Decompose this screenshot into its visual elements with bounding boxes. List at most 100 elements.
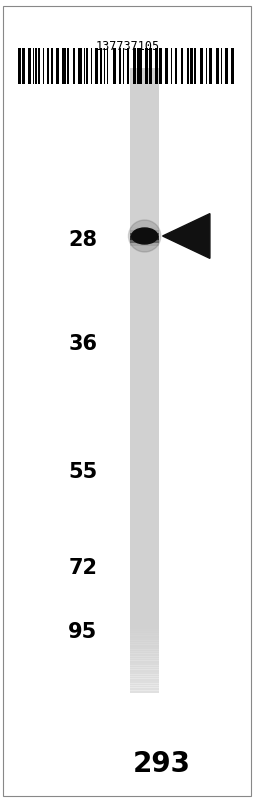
Bar bbox=[130, 617, 159, 621]
Bar bbox=[68, 48, 69, 84]
Bar bbox=[130, 311, 159, 315]
Bar bbox=[225, 48, 228, 84]
Bar bbox=[130, 286, 159, 290]
Bar bbox=[130, 296, 159, 300]
Bar bbox=[130, 589, 159, 593]
Bar bbox=[137, 48, 142, 84]
Bar bbox=[130, 214, 159, 218]
Bar bbox=[130, 365, 159, 368]
Bar bbox=[130, 224, 159, 228]
Bar bbox=[28, 48, 31, 84]
Bar bbox=[130, 277, 159, 281]
Bar bbox=[47, 48, 49, 84]
Bar bbox=[130, 358, 159, 362]
Bar bbox=[130, 511, 159, 515]
Bar bbox=[130, 109, 159, 113]
Bar bbox=[175, 48, 177, 84]
Bar bbox=[130, 542, 159, 546]
Bar bbox=[130, 554, 159, 558]
Bar bbox=[209, 48, 212, 84]
Bar bbox=[130, 321, 159, 325]
Bar bbox=[130, 533, 159, 537]
Bar bbox=[130, 124, 159, 128]
Bar bbox=[130, 436, 159, 440]
Bar bbox=[130, 202, 159, 206]
Text: 72: 72 bbox=[68, 558, 97, 578]
Bar bbox=[130, 402, 159, 406]
Bar bbox=[130, 314, 159, 318]
Bar bbox=[130, 140, 159, 144]
Bar bbox=[130, 678, 159, 682]
Bar bbox=[130, 614, 159, 618]
Bar bbox=[130, 490, 159, 493]
Bar bbox=[130, 130, 159, 134]
Bar bbox=[130, 183, 159, 187]
Bar bbox=[130, 645, 159, 647]
Bar bbox=[130, 418, 159, 422]
Bar bbox=[130, 102, 159, 106]
Bar bbox=[130, 336, 159, 340]
Bar bbox=[130, 390, 159, 394]
Bar bbox=[130, 662, 159, 666]
Bar bbox=[130, 162, 159, 166]
Bar bbox=[130, 234, 159, 238]
Bar bbox=[130, 574, 159, 578]
Bar bbox=[171, 48, 173, 84]
Bar bbox=[113, 48, 116, 84]
Bar bbox=[130, 81, 159, 84]
Bar bbox=[130, 561, 159, 565]
Bar bbox=[130, 190, 159, 194]
Bar bbox=[130, 218, 159, 222]
Bar bbox=[130, 252, 159, 256]
Bar bbox=[130, 672, 159, 674]
Bar bbox=[130, 362, 159, 365]
Bar bbox=[130, 660, 159, 663]
Text: 95: 95 bbox=[68, 622, 97, 642]
Bar bbox=[95, 48, 98, 84]
Bar bbox=[130, 452, 159, 456]
Bar bbox=[130, 658, 159, 661]
Bar bbox=[130, 237, 159, 240]
Bar bbox=[206, 48, 207, 84]
Bar bbox=[130, 240, 159, 243]
Bar bbox=[130, 424, 159, 427]
Bar bbox=[130, 121, 159, 125]
Bar bbox=[130, 90, 159, 94]
Bar bbox=[130, 508, 159, 512]
Bar bbox=[130, 682, 159, 686]
Bar bbox=[130, 180, 159, 184]
Bar bbox=[130, 96, 159, 100]
Bar bbox=[130, 324, 159, 328]
Bar bbox=[130, 470, 159, 474]
Bar bbox=[78, 48, 82, 84]
Bar bbox=[130, 686, 159, 690]
Bar bbox=[130, 134, 159, 138]
Bar bbox=[130, 230, 159, 234]
Bar bbox=[130, 526, 159, 530]
Bar bbox=[200, 48, 203, 84]
Bar bbox=[130, 155, 159, 159]
Bar bbox=[130, 171, 159, 175]
Bar bbox=[130, 342, 159, 346]
Bar bbox=[130, 208, 159, 212]
Bar bbox=[130, 334, 159, 337]
Ellipse shape bbox=[132, 228, 158, 244]
Bar bbox=[100, 48, 102, 84]
Bar bbox=[130, 687, 159, 690]
Bar bbox=[130, 199, 159, 203]
Bar bbox=[130, 211, 159, 215]
Bar bbox=[130, 227, 159, 231]
Bar bbox=[130, 689, 159, 693]
Bar bbox=[130, 426, 159, 430]
Bar bbox=[130, 664, 159, 668]
Bar bbox=[155, 48, 158, 84]
Bar bbox=[130, 377, 159, 381]
Bar bbox=[130, 639, 159, 643]
Bar bbox=[130, 246, 159, 250]
Bar bbox=[130, 665, 159, 668]
Bar bbox=[130, 564, 159, 568]
Bar bbox=[130, 577, 159, 581]
Bar bbox=[130, 567, 159, 571]
Bar bbox=[130, 408, 159, 412]
Bar bbox=[35, 48, 37, 84]
